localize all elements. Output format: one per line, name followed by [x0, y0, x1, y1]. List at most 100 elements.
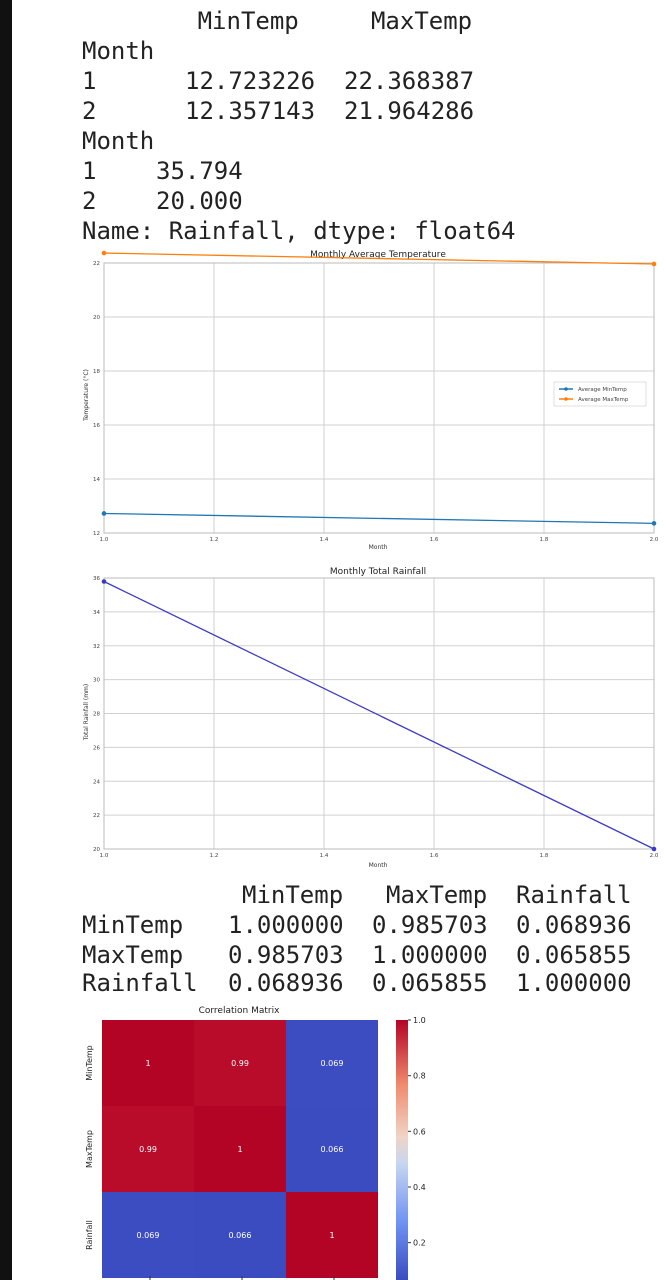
rain-row-month: 1 — [82, 157, 97, 185]
corr-row-label: MaxTemp — [82, 941, 184, 969]
x-tick-label: 2.0 — [650, 853, 659, 859]
chart-title: Correlation Matrix — [199, 1006, 280, 1016]
legend-marker-max — [564, 397, 568, 401]
y-tick-label: 36 — [93, 576, 100, 582]
heatmap-annotation: 0.066 — [229, 1231, 252, 1240]
y-tick-label: 22 — [93, 261, 100, 267]
corr-row-label: Rainfall — [82, 969, 198, 997]
y-tick-label: 20 — [93, 847, 100, 853]
rain-series-index-name: Month — [82, 127, 155, 155]
rain-series-footer: Name: Rainfall, dtype: float64 — [82, 217, 516, 245]
corr-cell: 1.000000 — [228, 911, 344, 939]
rain-row-value: 20.000 — [156, 187, 243, 215]
y-tick-label: 20 — [93, 315, 100, 321]
rain-row-month: 2 — [82, 187, 97, 215]
rain-row-value: 35.794 — [156, 157, 243, 185]
corr-cell: 0.985703 — [372, 911, 488, 939]
heatmap-cell — [102, 1020, 194, 1106]
y-axis-label: Temperature (°C) — [83, 369, 90, 422]
heatmap-cell — [102, 1192, 194, 1278]
temp-row-min: 12.357143 — [185, 97, 316, 125]
corr-header-col: MaxTemp — [386, 881, 488, 909]
temp-row-max: 22.368387 — [344, 67, 475, 95]
x-tick-label: 1.6 — [430, 853, 439, 859]
temperature-line-chart: Monthly Average Temperature 1.0 1.2 1.4 1.6… — [83, 250, 659, 551]
heatmap-annotation: 1 — [145, 1059, 150, 1068]
corr-cell: 0.068936 — [228, 969, 344, 997]
x-tick-label: 1.4 — [320, 537, 329, 543]
correlation-heatmap: Correlation Matrix 1 0.99 0.069 0.99 1 0.066 0… — [85, 1006, 426, 1280]
heatmap-row-label: Rainfall — [85, 1220, 94, 1250]
corr-cell: 0.068936 — [516, 911, 632, 939]
series-line — [103, 512, 655, 525]
heatmap-cell — [286, 1192, 378, 1278]
x-axis-label: Month — [369, 862, 388, 869]
x-tick-label: 1.2 — [210, 537, 219, 543]
y-tick-label: 28 — [93, 712, 100, 718]
heatmap-cell — [194, 1020, 286, 1106]
data-point — [101, 579, 107, 584]
colorbar-tick-label: 1.0 — [413, 1016, 426, 1025]
x-tick-label: 1.0 — [100, 537, 109, 543]
legend-box — [553, 381, 647, 407]
corr-header-col: Rainfall — [516, 881, 632, 909]
heatmap-annotation: 1 — [329, 1231, 334, 1240]
y-tick-label: 12 — [93, 531, 100, 537]
heatmap-cell — [194, 1192, 286, 1278]
x-axis-label: Month — [369, 544, 388, 551]
temp-table-index-name: Month — [82, 37, 155, 65]
corr-cell: 0.065855 — [516, 941, 632, 969]
y-tick-label: 32 — [93, 644, 100, 650]
left-edge-bar — [0, 0, 12, 1280]
corr-header-col: MinTemp — [242, 881, 344, 909]
heatmap-cell — [102, 1106, 194, 1192]
chart-legend: Average MinTemp Average MaxTemp — [553, 381, 647, 407]
corr-cell: 0.065855 — [372, 969, 488, 997]
heatmap-annotation: 0.066 — [321, 1145, 344, 1154]
corr-row-label: MinTemp — [82, 911, 184, 939]
plot-frame — [103, 577, 655, 850]
chart-title: Monthly Average Temperature — [310, 250, 446, 260]
y-axis-label: Total Rainfall (mm) — [83, 684, 90, 742]
y-tick-label: 34 — [93, 610, 100, 616]
corr-cell: 0.985703 — [228, 941, 344, 969]
y-tick-label: 24 — [93, 779, 100, 785]
temp-row-month: 1 — [82, 67, 97, 95]
data-point — [101, 250, 107, 256]
heatmap-annotation: 0.069 — [321, 1059, 344, 1068]
temp-table-header: MinTemp MaxTemp — [82, 7, 473, 35]
x-tick-label: 1.4 — [320, 853, 329, 859]
plot-frame — [103, 262, 655, 534]
heatmap-annotation: 1 — [237, 1145, 242, 1154]
y-tick-label: 26 — [93, 745, 100, 751]
temp-row-min: 12.723226 — [185, 67, 316, 95]
colorbar-tick-label: 0.2 — [413, 1239, 426, 1248]
legend-marker-min — [564, 387, 568, 391]
y-tick-label: 16 — [93, 423, 100, 429]
y-tick-label: 30 — [93, 678, 100, 684]
colorbar — [396, 1020, 408, 1280]
heatmap-row-label: MaxTemp — [85, 1130, 94, 1168]
corr-cell: 1.000000 — [516, 969, 632, 997]
heatmap-annotation: 0.99 — [139, 1145, 157, 1154]
data-point — [651, 521, 657, 526]
series-line — [103, 252, 655, 265]
data-point — [651, 261, 657, 267]
rainfall-line-chart: Monthly Total Rainfall 1.0 1.2 1.4 1.6 1.8 2.… — [83, 567, 659, 869]
x-tick-label: 1.8 — [540, 537, 549, 543]
series-line — [103, 580, 655, 850]
x-tick-label: 1.0 — [100, 853, 109, 859]
legend-label-min: Average MinTemp — [578, 387, 627, 393]
data-point — [101, 511, 107, 516]
heatmap-annotation: 0.069 — [137, 1231, 160, 1240]
x-tick-label: 1.6 — [430, 537, 439, 543]
heatmap-cell — [194, 1106, 286, 1192]
legend-label-max: Average MaxTemp — [578, 397, 629, 403]
x-tick-label: 1.8 — [540, 853, 549, 859]
heatmap-cell — [286, 1020, 378, 1106]
heatmap-annotation: 0.99 — [231, 1059, 249, 1068]
colorbar-tick-label: 0.6 — [413, 1127, 426, 1136]
y-tick-label: 14 — [93, 477, 100, 483]
temp-row-max: 21.964286 — [344, 97, 475, 125]
x-tick-label: 2.0 — [650, 537, 659, 543]
